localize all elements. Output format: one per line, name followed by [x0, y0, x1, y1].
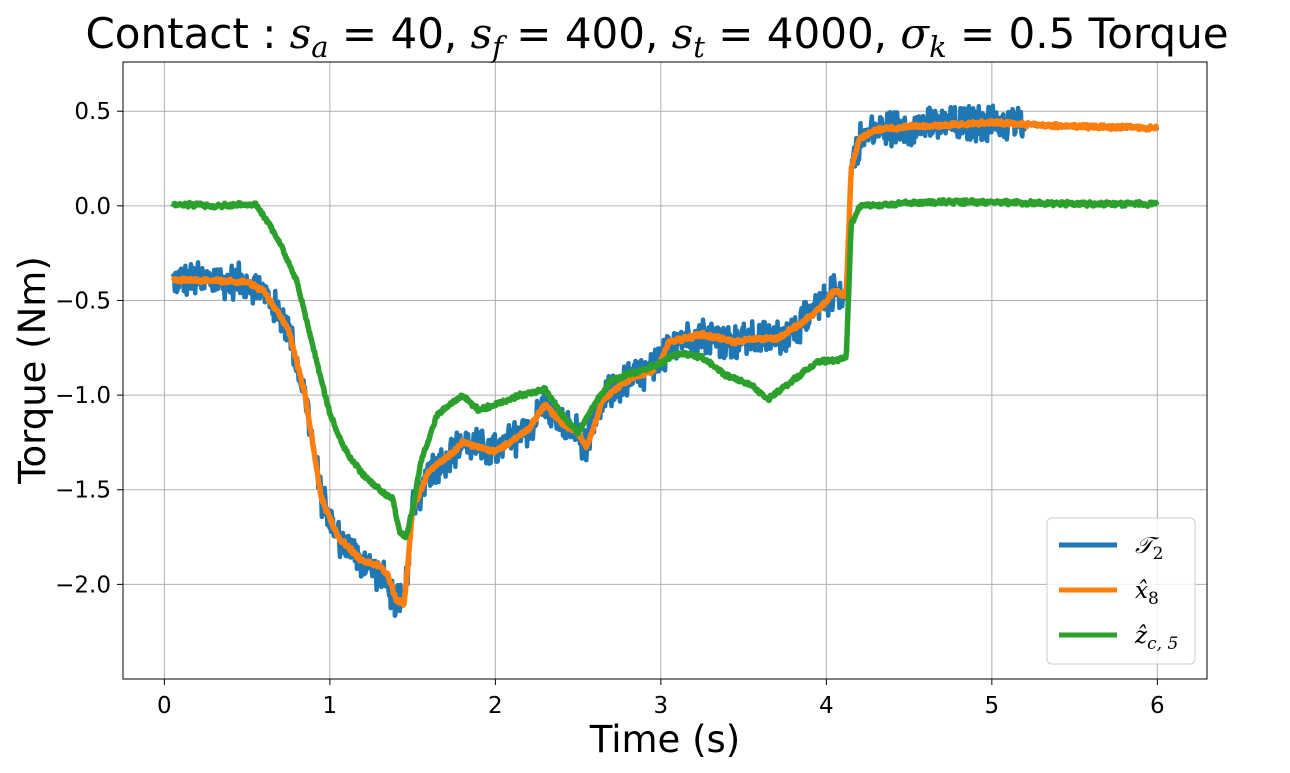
y-tick-label: −0.5	[55, 288, 111, 314]
legend-label-main: x̂	[1135, 578, 1148, 604]
x-tick-label: 3	[654, 693, 669, 719]
title-part: = 4000,	[705, 9, 900, 58]
y-tick-label: 0.0	[74, 194, 111, 220]
series-layer	[170, 103, 1160, 618]
series-line-2	[170, 117, 1160, 608]
x-axis-label: Time (s)	[589, 718, 740, 761]
y-tick-label: −2.0	[55, 572, 111, 598]
plot-frame	[122, 61, 1208, 680]
title-part: = 0.5 Torque	[947, 9, 1229, 58]
legend-label-sub: 8	[1148, 589, 1159, 609]
title-part: s	[471, 9, 493, 58]
x-tick-label: 2	[488, 693, 503, 719]
title-part: σ	[900, 9, 930, 58]
legend: 𝒯2x̂8ẑc, 5	[1046, 517, 1196, 665]
ticks: 0 1 2 3 4 5 6 0.5 0.0 −0.5 −1.0 −1.5 −2.0	[55, 99, 1165, 719]
chart-title: Contact : sa = 40, sf = 400, st = 4000, …	[85, 9, 1228, 64]
title-part: s	[672, 9, 694, 58]
legend-label: x̂8	[1135, 578, 1159, 609]
title-part: Contact :	[85, 9, 289, 58]
y-tick-label: −1.0	[55, 383, 111, 409]
title-part: = 400,	[503, 9, 672, 58]
x-tick-label: 6	[1150, 693, 1165, 719]
x-tick-label: 0	[157, 693, 172, 719]
legend-box	[1046, 517, 1196, 665]
title-part: = 40,	[329, 9, 471, 58]
y-axis-label: Torque (Nm)	[11, 256, 54, 485]
x-tick-label: 5	[985, 693, 1000, 719]
legend-label-sub: 2	[1153, 544, 1164, 564]
title-part: a	[311, 30, 328, 64]
series-line-3	[170, 197, 1160, 541]
legend-label-main: ẑ	[1134, 623, 1148, 649]
legend-label-sub: c, 5	[1147, 634, 1178, 654]
title-part: t	[693, 30, 705, 64]
title-part: k	[929, 30, 947, 64]
x-tick-label: 4	[819, 693, 834, 719]
x-tick-label: 1	[323, 693, 338, 719]
y-tick-label: 0.5	[74, 99, 111, 125]
y-tick-label: −1.5	[55, 478, 111, 504]
title-part: s	[290, 9, 312, 58]
legend-label: ẑc, 5	[1134, 623, 1178, 654]
